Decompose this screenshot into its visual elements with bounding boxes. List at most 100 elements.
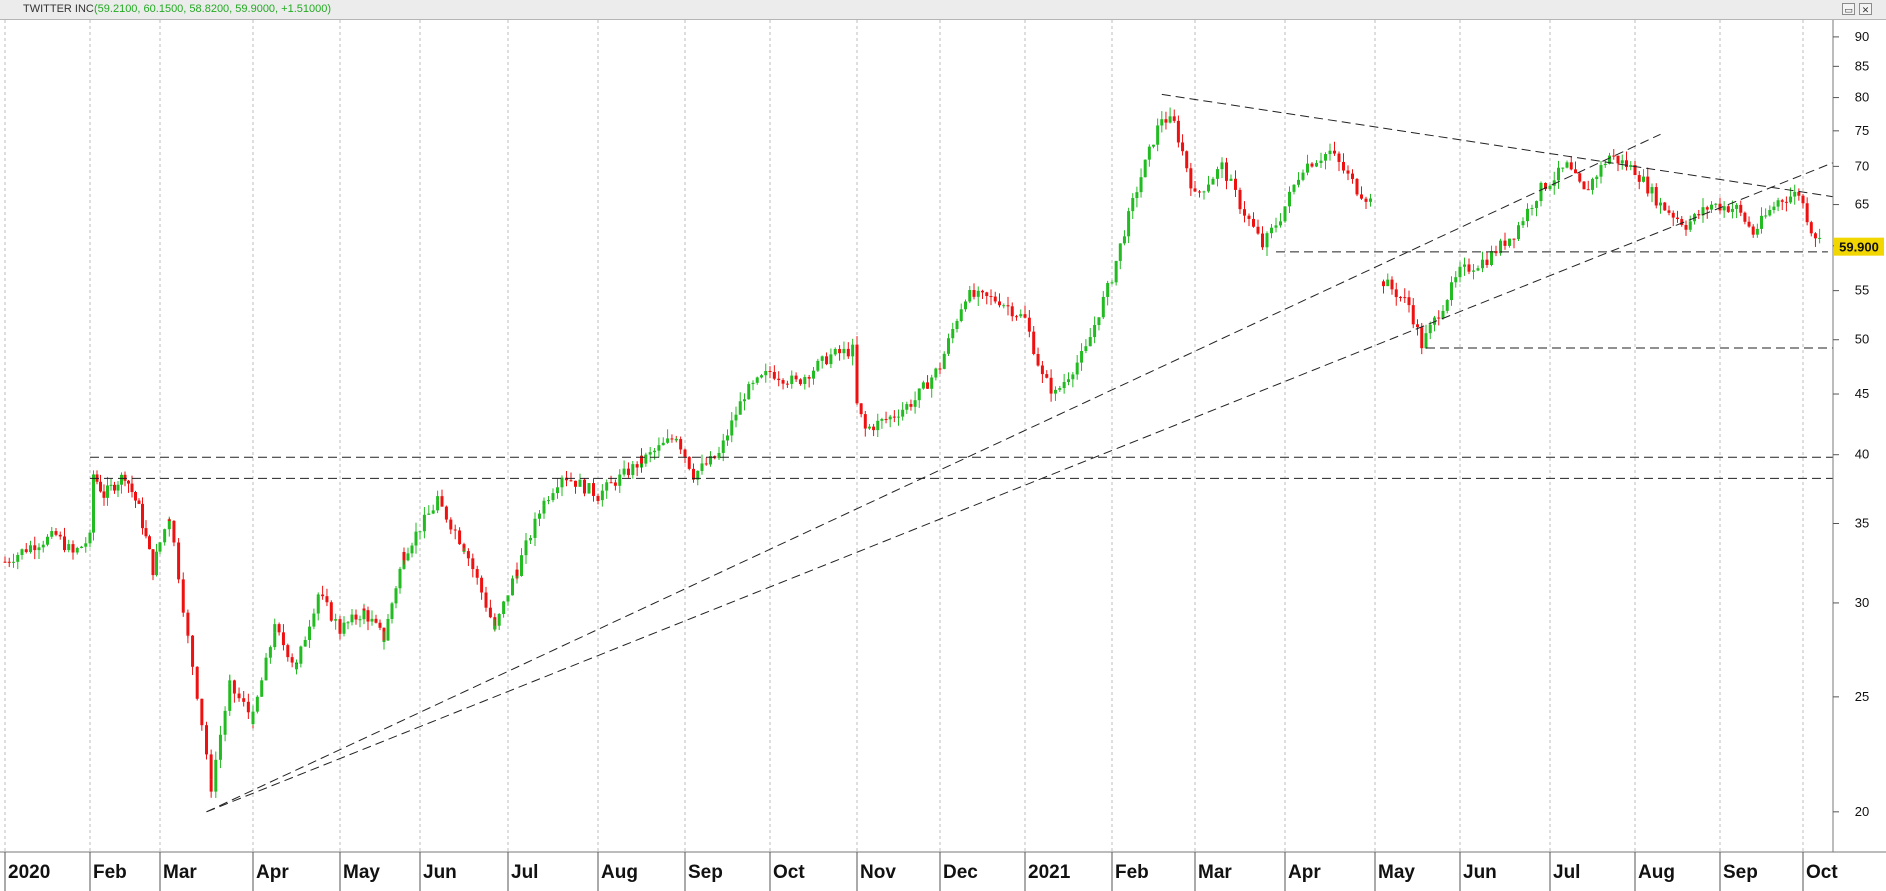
candle-body (484, 592, 488, 608)
candle-body (1225, 162, 1228, 181)
candle-body (596, 500, 600, 502)
candle-body (1809, 222, 1813, 234)
candle-body (1261, 233, 1264, 248)
candle-body (569, 480, 573, 482)
candle-body (905, 404, 909, 410)
candle-body (316, 594, 320, 597)
candle-body (286, 645, 290, 658)
candle-body (295, 663, 298, 670)
candle-body (1390, 279, 1394, 290)
candle-body (1097, 317, 1101, 326)
candle-body (880, 419, 884, 421)
candle-body (1650, 187, 1654, 194)
y-tick-label: 85 (1855, 58, 1869, 73)
candle-body (1517, 225, 1520, 240)
candle-body (897, 416, 900, 418)
candle-body (1176, 120, 1180, 143)
candle-body (1659, 202, 1662, 206)
candle-body (578, 479, 582, 487)
candle-body (1324, 154, 1327, 161)
y-tick-label: 40 (1855, 447, 1869, 462)
candle-body (533, 518, 537, 538)
candle-body (1337, 153, 1341, 162)
last-price-tag: 59.900 (1834, 237, 1884, 256)
candle-body (1238, 189, 1242, 210)
candle-body (1101, 296, 1105, 318)
candle-body (1067, 379, 1070, 383)
candle-body (1386, 279, 1390, 287)
candle-body (717, 452, 721, 459)
trendlines (90, 93, 1834, 813)
candle-body (661, 442, 665, 446)
candle-body (1663, 202, 1667, 211)
candle-body (1793, 191, 1797, 197)
candle-body (985, 292, 989, 297)
candle-body (209, 754, 213, 780)
candle-body (1152, 144, 1155, 147)
candle-body (964, 301, 967, 310)
candle-body (303, 640, 307, 647)
candle-body (80, 546, 83, 548)
candle-body (959, 309, 963, 322)
candle-body (1382, 281, 1385, 287)
candle-body (386, 618, 390, 641)
x-tick-label: May (343, 862, 380, 883)
candle-body (1667, 210, 1671, 213)
candle-body (1458, 266, 1462, 278)
candle-body (130, 483, 134, 492)
candle-body (968, 290, 972, 302)
candle-body (41, 544, 45, 548)
candle-body (414, 531, 418, 546)
candle-body (1591, 179, 1594, 190)
candle-body (223, 710, 227, 735)
candle-body (1548, 185, 1552, 190)
candle-body (1437, 317, 1441, 319)
candle-body (137, 500, 141, 504)
candle-body (1189, 168, 1193, 189)
candle-body (1292, 184, 1296, 192)
candle-body (475, 569, 479, 578)
candle-body (721, 440, 725, 453)
candle-body (398, 568, 402, 589)
candle-body (1730, 208, 1734, 212)
y-tick-label: 20 (1855, 804, 1869, 819)
candle-body (1110, 282, 1114, 284)
restore-icon[interactable]: ▭ (1842, 3, 1855, 15)
x-tick-label: Jul (1553, 862, 1580, 883)
candle-body (1193, 188, 1197, 192)
candle-body (1565, 162, 1569, 168)
candle-body (186, 634, 190, 636)
trendline (206, 162, 1834, 813)
candle-body (37, 547, 41, 551)
candle-body (155, 551, 158, 576)
candle-body (1122, 236, 1126, 244)
candle-body (1058, 388, 1062, 390)
close-icon[interactable]: ✕ (1859, 3, 1872, 15)
x-tick-label: May (1378, 862, 1415, 883)
candle-body (1764, 215, 1768, 217)
candle-body (829, 354, 833, 365)
chart-background (0, 20, 1886, 891)
candle-body (1053, 389, 1057, 394)
candle-body (696, 470, 700, 480)
x-tick-label: Jun (1463, 862, 1497, 883)
candle-body (635, 464, 639, 468)
candle-body (981, 290, 984, 293)
candle-body (177, 542, 181, 580)
candle-body (346, 622, 350, 624)
candle-body (54, 531, 58, 535)
x-tick-label: Feb (1115, 862, 1149, 883)
candle-body (1127, 211, 1131, 237)
candle-body (565, 477, 568, 481)
candle-body (92, 474, 95, 533)
candle-body (1552, 180, 1556, 186)
candle-body (186, 612, 190, 635)
candle-body (1252, 218, 1255, 227)
candle-body (901, 409, 905, 417)
candle-body (1705, 207, 1709, 210)
candle-body (1467, 264, 1471, 272)
y-tick-label: 65 (1855, 197, 1869, 212)
candle-body (1722, 206, 1726, 211)
candle-body (113, 484, 116, 491)
candle-body (181, 579, 185, 613)
